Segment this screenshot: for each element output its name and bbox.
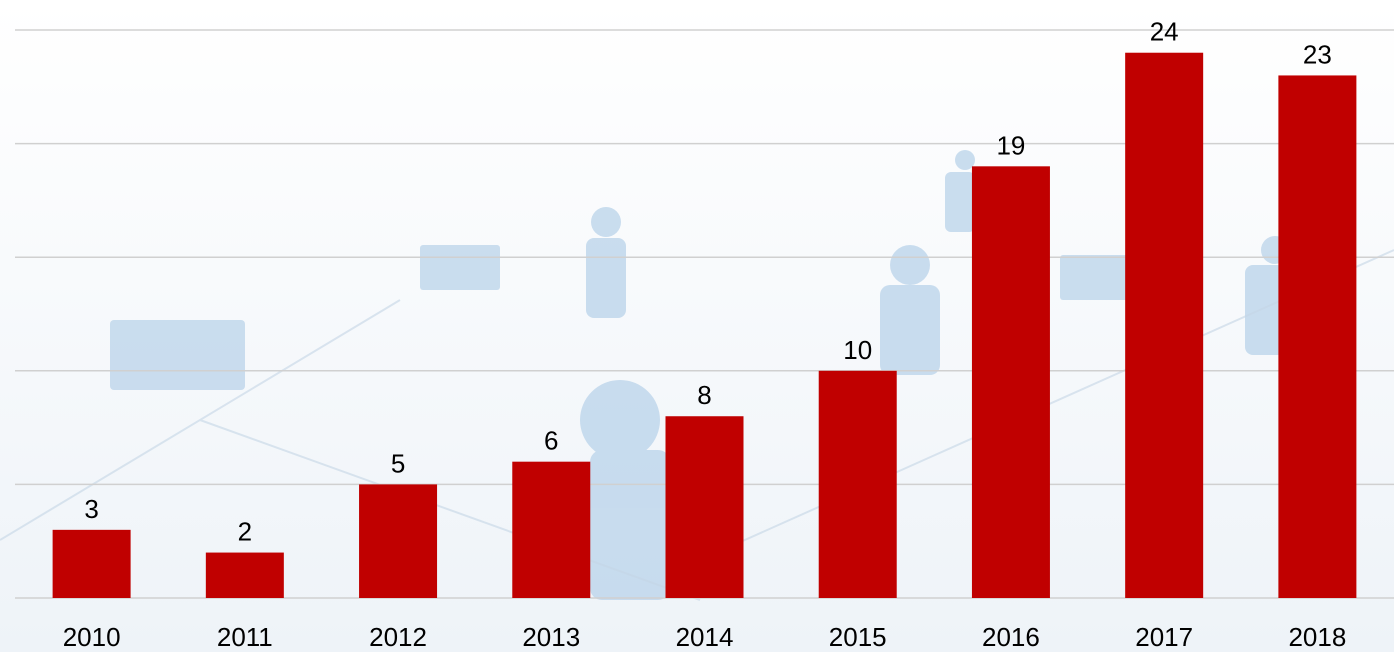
bar (1278, 75, 1356, 598)
x-tick-label: 2018 (1288, 622, 1346, 652)
x-tick-label: 2011 (217, 622, 273, 652)
x-tick-label: 2013 (522, 622, 580, 652)
bar (666, 416, 744, 598)
bar (206, 553, 284, 598)
x-tick-label: 2014 (676, 622, 734, 652)
data-label: 24 (1150, 17, 1179, 47)
x-tick-label: 2015 (829, 622, 887, 652)
data-label: 3 (84, 494, 98, 524)
data-label: 8 (697, 380, 711, 410)
data-label: 10 (843, 335, 872, 365)
data-label: 5 (391, 448, 405, 478)
bar (53, 530, 131, 598)
data-label: 6 (544, 426, 558, 456)
bar (819, 371, 897, 598)
x-tick-label: 2010 (63, 622, 121, 652)
data-label: 23 (1303, 39, 1332, 69)
page: 2010 3 2011 2 2012 5 2013 6 2014 8 2015 10 2016 19 201… (0, 0, 1394, 652)
x-tick-label: 2012 (369, 622, 427, 652)
bar (512, 462, 590, 598)
bar (359, 484, 437, 598)
bar (972, 166, 1050, 598)
x-tick-label: 2017 (1135, 622, 1193, 652)
data-label: 19 (996, 130, 1025, 160)
x-tick-label: 2016 (982, 622, 1040, 652)
chart: 2010 3 2011 2 2012 5 2013 6 2014 8 2015 10 2016 19 201… (0, 0, 1394, 652)
data-label: 2 (238, 517, 252, 547)
bar (1125, 53, 1203, 598)
